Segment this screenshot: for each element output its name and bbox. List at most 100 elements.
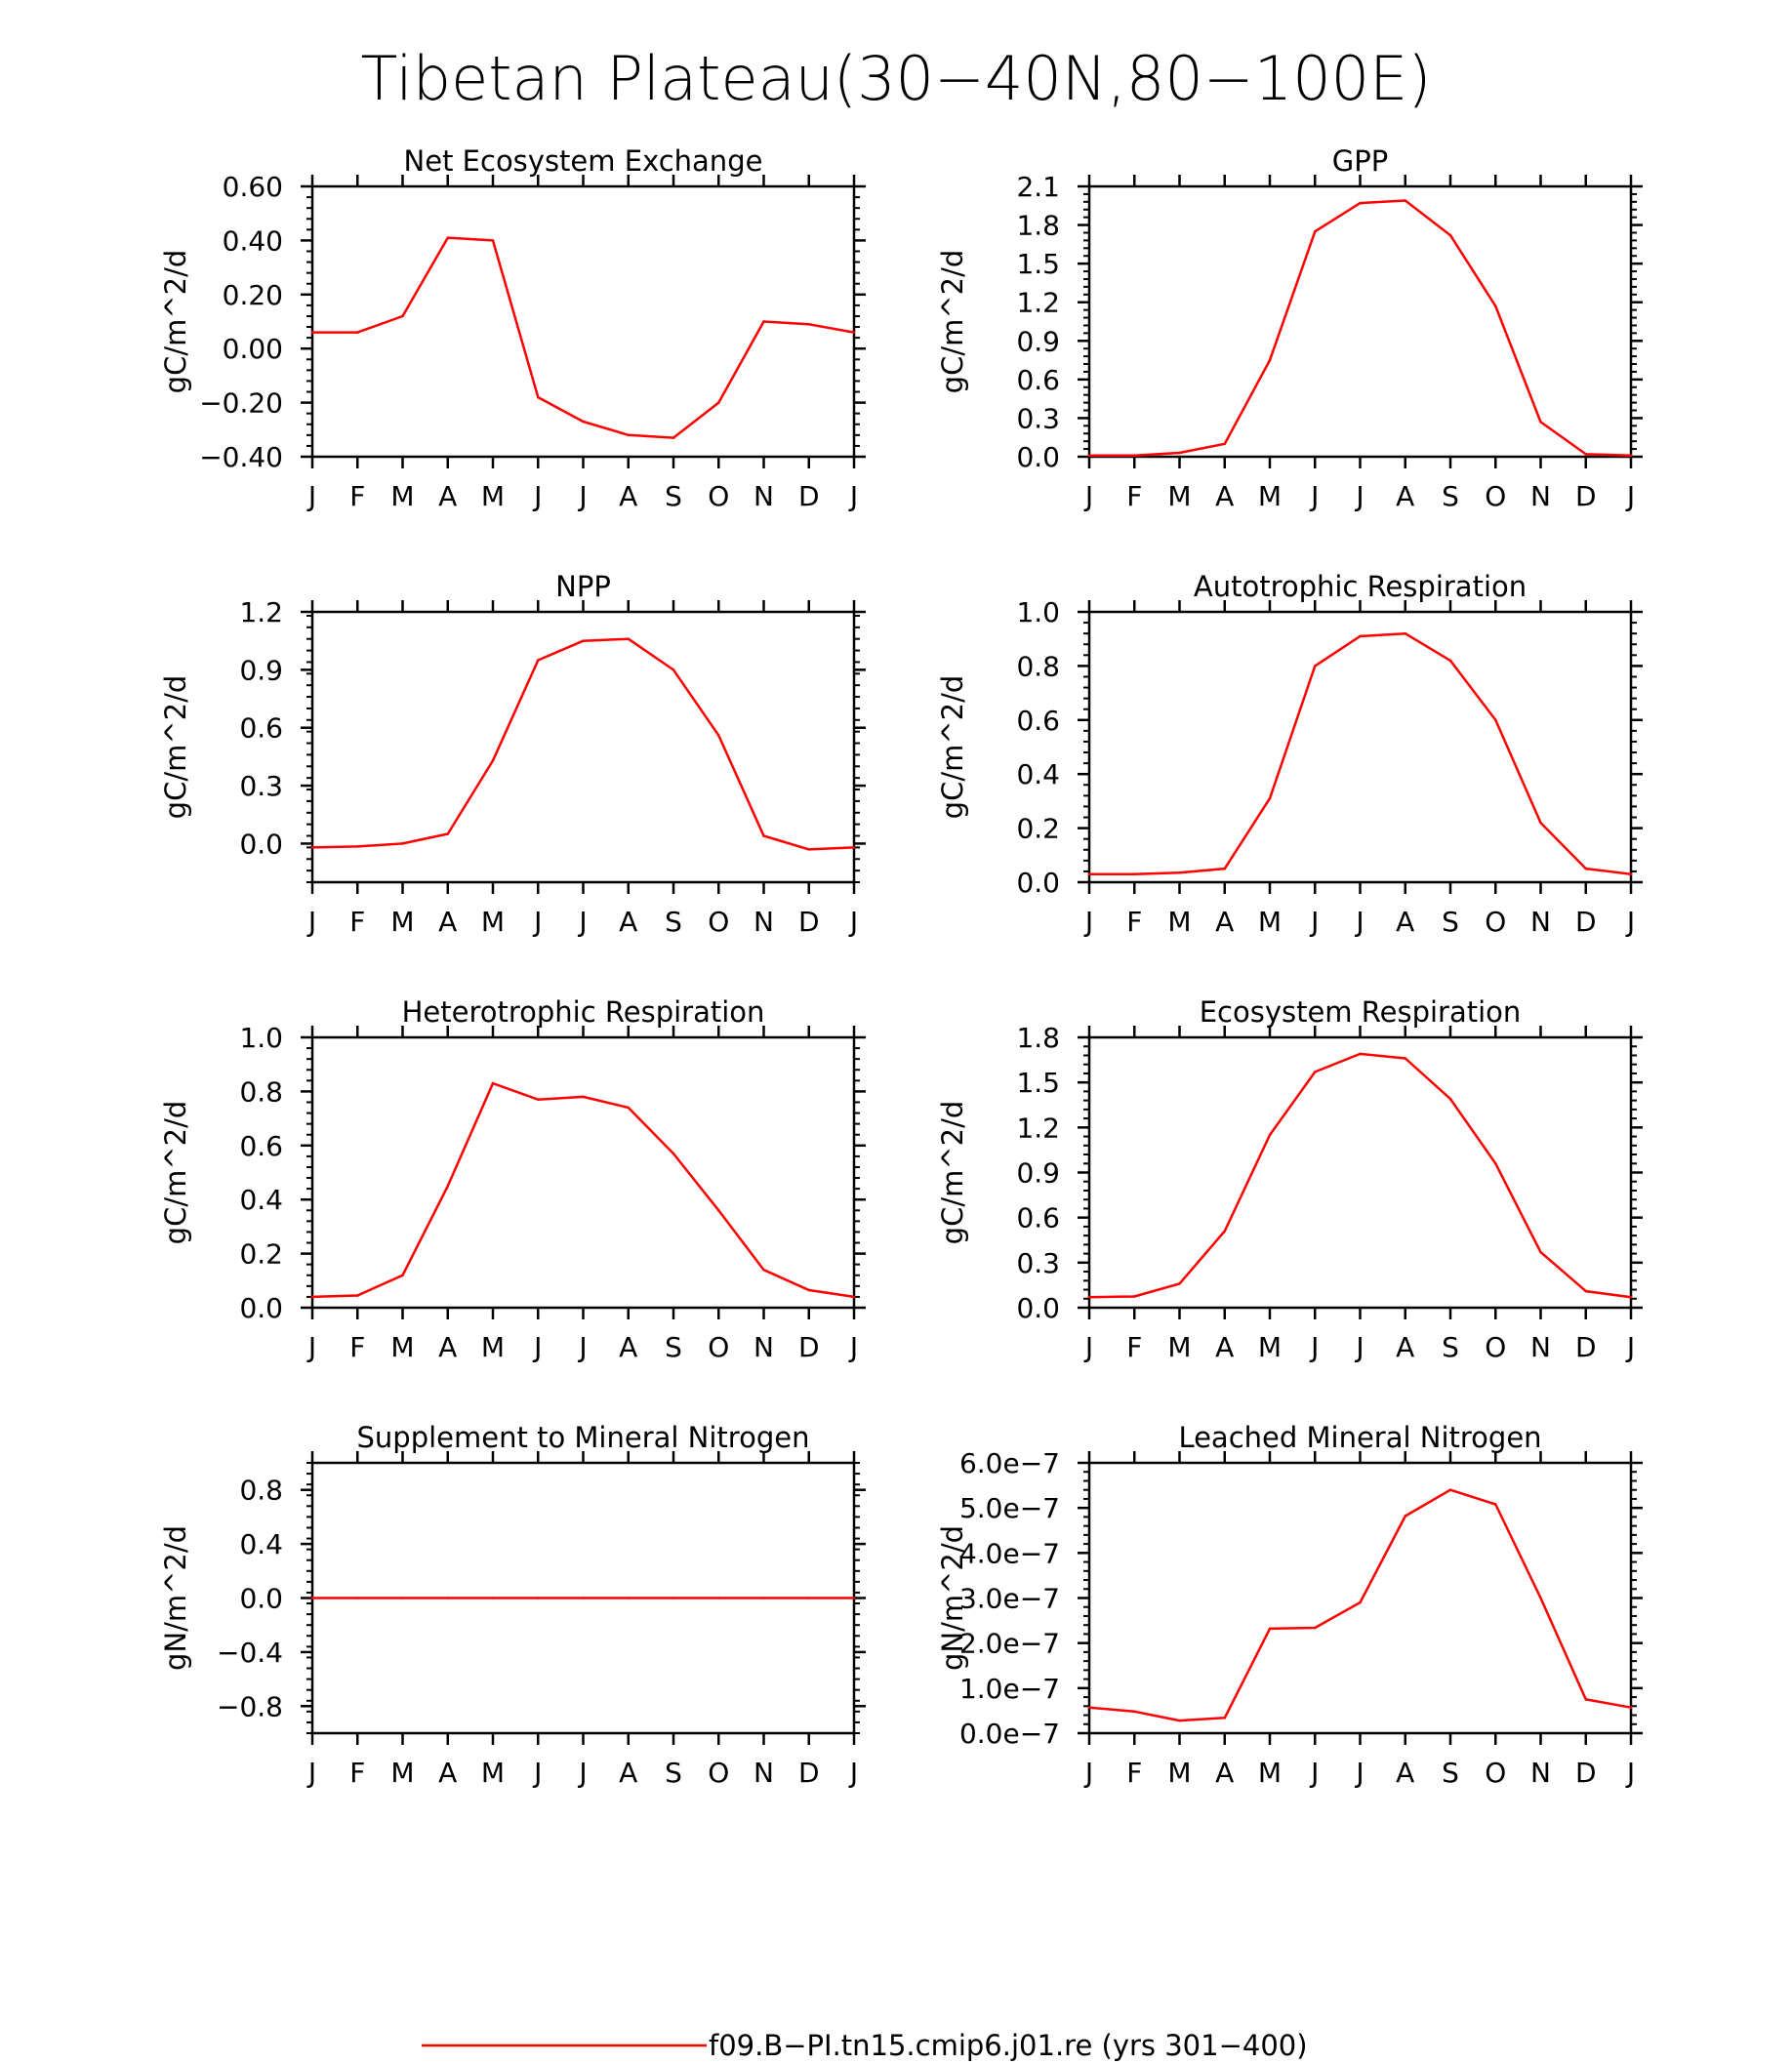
- data-point: [401, 1597, 404, 1599]
- data-point: [1087, 1295, 1091, 1299]
- x-tick-label: J: [532, 906, 542, 938]
- x-tick-label: J: [1354, 480, 1364, 512]
- y-tick-label: 0.8: [1016, 650, 1060, 682]
- x-tick-label: M: [481, 906, 505, 938]
- panel-supplement-to-mineral-nitrogen: J F M A M J J A S O N D J−0.8−0.40.00.40.8Supplement…: [159, 1421, 866, 1789]
- data-point: [1087, 1706, 1091, 1709]
- x-tick-label: J: [848, 906, 858, 938]
- legend-label: f09.B−PI.tn15.cmip6.j01.re (yrs 301−400): [709, 2029, 1308, 2062]
- data-point: [852, 846, 856, 849]
- data-point: [310, 1295, 314, 1299]
- y-tick-label: −0.20: [199, 387, 283, 420]
- x-tick-label: N: [753, 480, 774, 512]
- x-tick-label: M: [481, 480, 505, 512]
- data-point: [401, 1274, 404, 1277]
- y-tick-label: −0.4: [217, 1637, 283, 1669]
- x-tick-label: A: [438, 906, 457, 938]
- panel-leached-mineral-nitrogen: J F M A M J J A S O N D J0.0e−71.0e−72.0e−73.0e−74.0…: [936, 1421, 1643, 1789]
- data-point: [1539, 821, 1542, 825]
- y-tick-label: 1.0: [239, 1022, 283, 1054]
- data-point: [536, 659, 540, 662]
- x-tick-label: M: [1167, 1757, 1191, 1789]
- x-tick-label: M: [1258, 906, 1282, 938]
- x-tick-label: S: [1442, 1757, 1459, 1789]
- y-tick-label: 1.8: [1016, 210, 1060, 242]
- x-tick-label: A: [1215, 480, 1234, 512]
- x-tick-label: J: [1354, 1331, 1364, 1363]
- data-point: [672, 436, 675, 439]
- panel-title: Supplement to Mineral Nitrogen: [357, 1421, 810, 1454]
- y-tick-label: 0.6: [239, 712, 283, 745]
- data-point: [1359, 634, 1362, 638]
- x-tick-label: J: [306, 1757, 316, 1789]
- y-tick-label: 0.6: [1016, 364, 1060, 396]
- data-point: [1132, 1710, 1136, 1714]
- y-tick-label: 0.8: [239, 1475, 283, 1507]
- y-tick-label: 1.8: [1016, 1022, 1060, 1054]
- x-tick-label: A: [619, 906, 637, 938]
- data-point: [852, 331, 856, 334]
- x-tick-label: D: [1575, 906, 1597, 938]
- data-point: [1404, 1057, 1407, 1060]
- data-point: [1087, 872, 1091, 875]
- plot-frame: [1087, 1035, 1633, 1310]
- y-tick-label: 0.00: [223, 333, 283, 365]
- data-point: [1223, 867, 1227, 870]
- data-point: [627, 637, 631, 640]
- x-tick-label: O: [708, 1331, 729, 1363]
- x-tick-label: N: [1530, 1757, 1551, 1789]
- panel-title: NPP: [555, 570, 611, 603]
- x-tick-label: A: [1215, 1757, 1234, 1789]
- x-tick-label: M: [390, 480, 414, 512]
- data-point: [716, 1208, 720, 1212]
- x-tick-label: M: [390, 1331, 414, 1363]
- x-tick-label: J: [1354, 906, 1364, 938]
- data-point: [1448, 659, 1452, 663]
- data-point: [1087, 454, 1091, 457]
- data-point: [446, 236, 450, 239]
- data-point: [582, 420, 585, 424]
- x-tick-label: J: [1354, 1757, 1364, 1789]
- y-tick-label: 0.9: [1016, 325, 1060, 357]
- data-point: [1493, 718, 1497, 722]
- x-tick-label: N: [753, 1331, 774, 1363]
- x-tick-label: A: [619, 1331, 637, 1363]
- data-point: [1629, 1295, 1633, 1299]
- x-tick-label: O: [708, 480, 729, 512]
- data-point: [1493, 1503, 1497, 1506]
- panel-ecosystem-respiration: J F M A M J J A S O N D J0.00.30.60.91.21.51.8Ecosys…: [936, 995, 1643, 1363]
- panel-gpp: J F M A M J J A S O N D J0.00.30.60.91.21.51.82.1GPP…: [936, 144, 1643, 512]
- data-point: [355, 845, 359, 848]
- x-tick-label: M: [1258, 1331, 1282, 1363]
- y-tick-label: 0.6: [239, 1130, 283, 1162]
- plot-frame: [1087, 610, 1633, 884]
- x-tick-label: S: [665, 1757, 682, 1789]
- panel-title: Heterotrophic Respiration: [402, 995, 765, 1029]
- x-tick-label: N: [1530, 480, 1551, 512]
- series-line: [1089, 631, 1632, 875]
- data-point: [716, 401, 720, 404]
- x-tick-label: M: [1258, 480, 1282, 512]
- y-tick-label: 0.3: [1016, 402, 1060, 434]
- data-point: [716, 734, 720, 737]
- x-tick-label: J: [1083, 1757, 1093, 1789]
- data-point: [716, 1597, 720, 1599]
- x-tick-label: S: [665, 1331, 682, 1363]
- plot-frame: [1087, 1461, 1633, 1735]
- y-tick-label: 0.6: [1016, 705, 1060, 737]
- y-tick-label: 0.4: [239, 1184, 283, 1216]
- y-tick-label: 2.1: [1016, 171, 1060, 203]
- data-point: [807, 848, 811, 851]
- y-tick-label: 0.2: [239, 1238, 283, 1271]
- data-point: [1268, 1627, 1272, 1631]
- data-point: [762, 1597, 765, 1599]
- y-tick-label: 1.0e−7: [959, 1673, 1060, 1705]
- data-point: [1359, 1052, 1362, 1056]
- panel-title: Net Ecosystem Exchange: [404, 144, 763, 178]
- x-tick-label: M: [481, 1331, 505, 1363]
- x-tick-label: M: [1258, 1757, 1282, 1789]
- data-point: [446, 1597, 450, 1599]
- x-tick-label: M: [390, 906, 414, 938]
- figure-title: Tibetan Plateau(30−40N,80−100E): [361, 43, 1432, 114]
- data-point: [582, 1597, 585, 1599]
